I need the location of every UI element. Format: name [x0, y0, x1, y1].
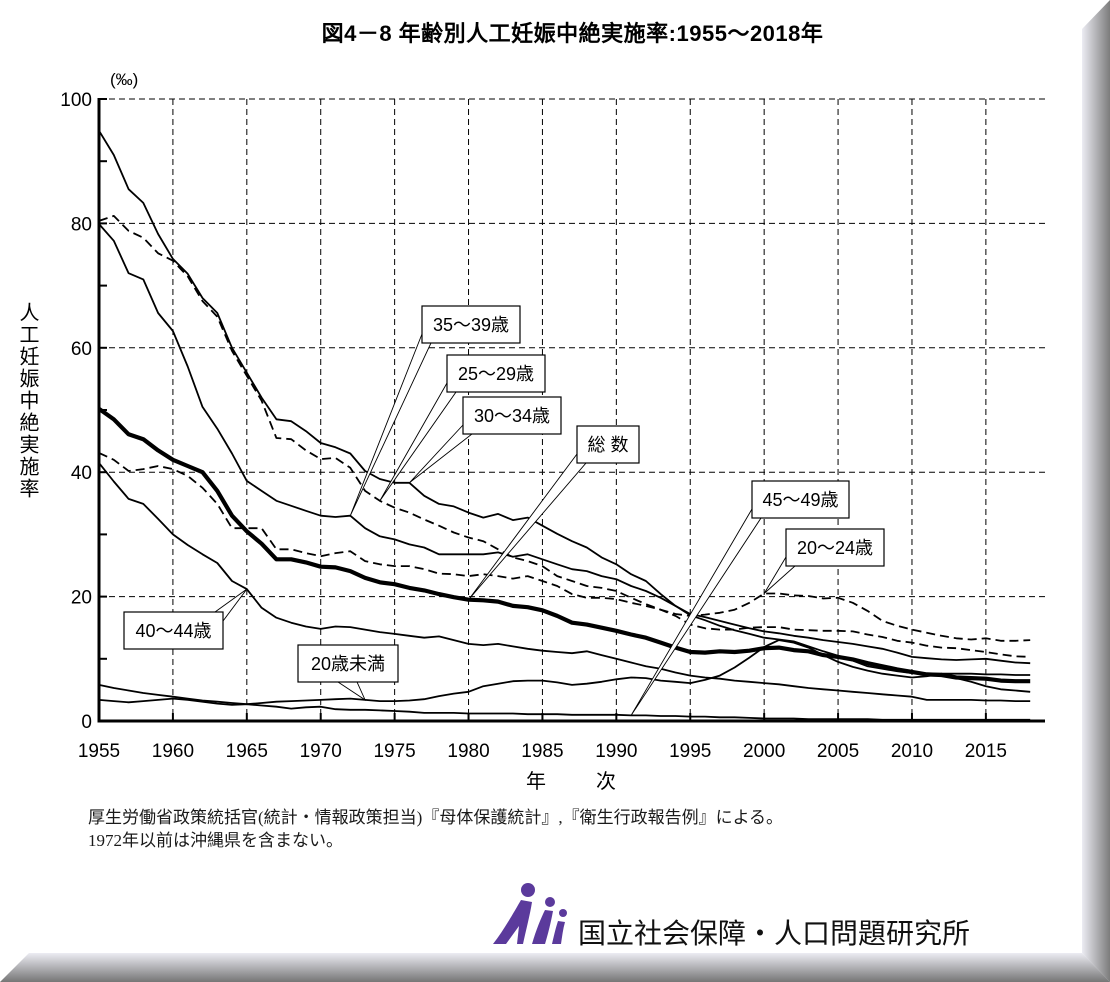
callout-leader-line	[630, 508, 762, 716]
y-tick-label: 80	[71, 214, 92, 235]
source-note: 厚生労働省政策統括官(統計・情報政策担当)『母体保護統計』,『衛生行政報告例』に…	[88, 806, 783, 852]
series-line-a35_39	[98, 223, 1031, 676]
callout-label: 総 数	[587, 435, 628, 455]
x-tick-label: 1985	[521, 741, 563, 762]
organization-name: 国立社会保障・人口問題研究所	[578, 918, 971, 949]
x-tick-label: 2000	[743, 741, 785, 762]
y-tick-label: 0	[81, 712, 92, 733]
x-axis-label: 年 次	[526, 771, 631, 793]
axes	[97, 98, 1045, 723]
callout-a20_24: 20～24歳	[763, 528, 885, 594]
x-tick-label: 2010	[891, 741, 933, 762]
callout-a40_44: 40～44歳	[123, 588, 248, 650]
callout-box	[751, 480, 850, 519]
callout-total: 総 数	[468, 425, 640, 601]
callout-box	[785, 528, 885, 567]
series-line-a45_49	[98, 684, 1031, 721]
series-line-a30_34	[98, 130, 1031, 665]
callout-box	[421, 305, 521, 344]
callout-leader-line	[379, 382, 457, 502]
y-tick-label: 60	[71, 339, 92, 360]
x-tick-label: 1955	[78, 741, 120, 762]
callout-label: 20歳未満	[311, 654, 385, 674]
x-tick-label: 1965	[226, 741, 268, 762]
y-tick-label: 20	[71, 588, 92, 609]
callout-label: 30～34歳	[474, 406, 550, 426]
callout-label: 40～44歳	[135, 621, 211, 641]
x-tick-label: 2005	[817, 741, 859, 762]
callout-box	[576, 425, 640, 464]
callout-under20: 20歳未満	[297, 644, 399, 702]
x-tick-label: 1990	[595, 741, 637, 762]
source-note-line: 厚生労働省政策統括官(統計・情報政策担当)『母体保護統計』,『衛生行政報告例』に…	[88, 808, 784, 827]
source-note-line: 1972年以前は沖縄県を含まない。	[88, 831, 343, 850]
x-tick-label: 1975	[373, 741, 415, 762]
y-tick-label: 100	[60, 90, 92, 111]
tick-labels: 0 20 40 60 80 100 1955 1960 1965 1970 1975 1980 1985…	[60, 90, 1007, 762]
callout-label: 45～49歳	[762, 490, 838, 510]
callout-box	[462, 396, 562, 435]
series-line-a20_24	[98, 452, 1031, 642]
x-tick-label: 1995	[669, 741, 711, 762]
y-axis-unit: (‰)	[110, 70, 139, 89]
y-axis-label: 人工妊娠中絶実施率	[16, 302, 38, 500]
x-tick-label: 1980	[447, 741, 489, 762]
chart-title: 図4－8 年齢別人工妊娠中絶実施率:1955～2018年	[321, 21, 824, 46]
callout-box	[123, 611, 224, 650]
callout-label: 35～39歳	[433, 315, 509, 335]
x-tick-label: 1970	[300, 741, 342, 762]
frame-bottom-bevel	[0, 953, 1110, 982]
x-tick-label: 2015	[965, 741, 1007, 762]
series-line-a40_44	[98, 462, 1031, 702]
series-lines	[97, 130, 1031, 721]
ipss-logo-icon	[493, 883, 567, 944]
x-tick-label: 1960	[152, 741, 194, 762]
callout-a30_34: 30～34歳	[409, 396, 562, 484]
y-tick-label: 40	[71, 463, 92, 484]
callout-leader-line	[468, 453, 587, 601]
callout-label: 20～24歳	[797, 538, 873, 558]
callout-label: 25～29歳	[458, 364, 534, 384]
callout-a25_29: 25～29歳	[379, 354, 546, 502]
callout-leader-line	[336, 681, 367, 702]
callout-a35_39: 35～39歳	[349, 305, 521, 516]
callout-box	[297, 644, 399, 683]
frame-right-bevel	[1082, 0, 1110, 982]
series-line-a25_29	[98, 214, 1031, 658]
series-line-under20	[98, 639, 1031, 706]
callout-a45_49: 45～49歳	[630, 480, 850, 716]
series-line-total	[97, 407, 1031, 684]
callout-leader-line	[349, 333, 432, 516]
callout-box	[446, 354, 546, 393]
